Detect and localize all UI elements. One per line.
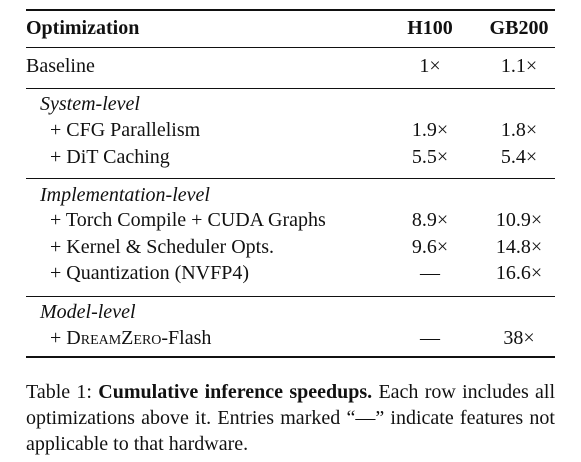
section-title: Model-level xyxy=(40,301,136,323)
bottom-rule xyxy=(26,356,555,358)
row: + Torch Compile + CUDA Graphs 8.9× 10.9× xyxy=(0,207,581,233)
cell-name: DreamZero xyxy=(66,327,162,349)
rule xyxy=(26,47,555,48)
cell: + Kernel & Scheduler Opts. xyxy=(50,236,275,258)
cell: + DiT Caching xyxy=(50,146,170,168)
caption: Table 1: Cumulative inference speedups. … xyxy=(26,379,555,457)
cell: 38× xyxy=(503,327,535,349)
top-rule xyxy=(26,9,555,11)
cell: 14.8× xyxy=(495,236,543,258)
row: + DiT Caching 5.5× 5.4× xyxy=(0,144,581,170)
cell: — xyxy=(420,262,440,284)
section-row: Model-level xyxy=(0,299,581,325)
cell: + Torch Compile + CUDA Graphs xyxy=(50,209,326,231)
cell: 9.6× xyxy=(411,236,449,258)
section-title: System-level xyxy=(40,93,140,115)
caption-text: Each row includes all optimizations abov… xyxy=(26,381,556,455)
header-cell: H100 xyxy=(407,17,453,39)
section-title: Implementation-level xyxy=(40,184,210,206)
cell: 8.9× xyxy=(411,209,449,231)
cell: Baseline xyxy=(26,55,95,77)
caption-title: Cumulative inference speedups. xyxy=(98,381,373,403)
section-row: System-level xyxy=(0,91,581,117)
row: + Kernel & Scheduler Opts. 9.6× 14.8× xyxy=(0,234,581,260)
section-row: Implementation-level xyxy=(0,182,581,208)
cell: + Quantization (NVFP4) xyxy=(50,262,250,284)
header-row: Optimization H100 GB200 xyxy=(0,15,581,41)
cell: 1.8× xyxy=(500,119,538,141)
caption-label: Table 1: xyxy=(26,381,92,403)
cell: 5.5× xyxy=(411,146,449,168)
cell-suffix: -Flash xyxy=(161,327,212,349)
cell: 16.6× xyxy=(495,262,543,284)
cell: 10.9× xyxy=(495,209,543,231)
row: + CFG Parallelism 1.9× 1.8× xyxy=(0,117,581,143)
cell: + DreamZero-Flash xyxy=(50,325,211,351)
cell: 5.4× xyxy=(500,146,538,168)
rule xyxy=(26,88,555,89)
row: + DreamZero-Flash — 38× xyxy=(0,325,581,351)
header-cell: Optimization xyxy=(26,17,140,39)
row: + Quantization (NVFP4) — 16.6× xyxy=(0,260,581,286)
rule xyxy=(26,178,555,179)
cell: 1.1× xyxy=(500,55,538,77)
cell: + CFG Parallelism xyxy=(50,119,201,141)
cell: 1× xyxy=(419,55,441,77)
cell: — xyxy=(420,327,440,349)
header-cell: GB200 xyxy=(489,17,549,39)
cell-prefix: + xyxy=(50,327,62,349)
row: Baseline 1× 1.1× xyxy=(0,53,581,79)
rule xyxy=(26,296,555,297)
cell: 1.9× xyxy=(411,119,449,141)
